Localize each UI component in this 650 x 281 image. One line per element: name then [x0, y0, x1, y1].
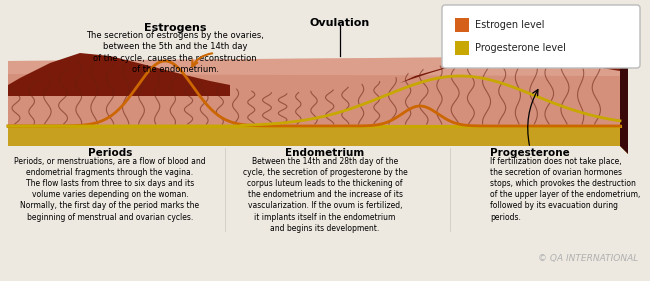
Polygon shape: [8, 53, 230, 96]
Text: Endometrium: Endometrium: [285, 148, 365, 158]
Text: Progesterone: Progesterone: [490, 148, 570, 158]
Polygon shape: [8, 128, 628, 154]
Text: Periods: Periods: [88, 148, 132, 158]
FancyBboxPatch shape: [442, 5, 640, 68]
Text: Progesterone level: Progesterone level: [475, 43, 566, 53]
Text: Estrogen level: Estrogen level: [475, 20, 545, 30]
Text: Ovulation: Ovulation: [310, 18, 370, 28]
Polygon shape: [8, 56, 620, 76]
Text: The secretion of estrogens by the ovaries,
between the 5th and the 14th day
of t: The secretion of estrogens by the ovarie…: [86, 31, 264, 74]
Text: Estrogens: Estrogens: [144, 23, 206, 33]
Bar: [455, 18, 469, 32]
Text: If fertilization does not take place,
the secretion of ovarian hormones
stops, w: If fertilization does not take place, th…: [490, 157, 640, 221]
Bar: [455, 41, 469, 55]
Text: Periods, or menstruations, are a flow of blood and
endometrial fragments through: Periods, or menstruations, are a flow of…: [14, 157, 206, 221]
Text: © QA INTERNATIONAL: © QA INTERNATIONAL: [538, 254, 638, 263]
Polygon shape: [400, 43, 620, 83]
Polygon shape: [620, 54, 628, 154]
Text: Between the 14th and 28th day of the
cycle, the secretion of progesterone by the: Between the 14th and 28th day of the cyc…: [242, 157, 408, 233]
Polygon shape: [8, 54, 628, 136]
